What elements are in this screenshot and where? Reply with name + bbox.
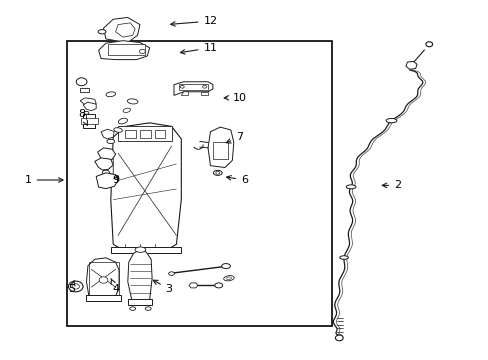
Text: 1: 1	[24, 175, 63, 185]
Polygon shape	[174, 82, 212, 95]
Ellipse shape	[76, 78, 87, 86]
Polygon shape	[99, 41, 149, 60]
Bar	[140, 130, 150, 138]
Ellipse shape	[346, 185, 355, 189]
Ellipse shape	[221, 264, 230, 269]
Ellipse shape	[129, 307, 135, 310]
Polygon shape	[189, 283, 198, 288]
Bar	[212, 143, 228, 158]
Ellipse shape	[72, 284, 79, 289]
Text: 6: 6	[226, 175, 247, 185]
Polygon shape	[95, 158, 113, 170]
Ellipse shape	[98, 30, 106, 34]
Bar	[127, 298, 152, 305]
Ellipse shape	[168, 272, 174, 275]
Text: 11: 11	[180, 43, 217, 54]
Ellipse shape	[226, 277, 231, 279]
Ellipse shape	[99, 277, 108, 283]
Ellipse shape	[135, 247, 145, 252]
Text: 5: 5	[68, 281, 75, 294]
Ellipse shape	[180, 85, 184, 88]
Bar	[80, 88, 89, 93]
Bar	[67, 41, 331, 327]
Text: 4: 4	[111, 279, 119, 294]
Polygon shape	[103, 157, 113, 175]
Ellipse shape	[339, 256, 348, 259]
Ellipse shape	[114, 128, 122, 132]
Text: 10: 10	[224, 93, 246, 103]
Text: 7: 7	[226, 132, 243, 143]
Text: 3: 3	[153, 280, 172, 294]
Polygon shape	[181, 92, 188, 95]
Ellipse shape	[215, 171, 219, 174]
Ellipse shape	[202, 85, 206, 88]
Polygon shape	[80, 98, 96, 107]
Ellipse shape	[386, 118, 396, 123]
Polygon shape	[103, 18, 140, 42]
Polygon shape	[101, 129, 114, 139]
Bar	[108, 44, 144, 55]
Ellipse shape	[145, 307, 151, 310]
Ellipse shape	[102, 170, 109, 176]
Bar	[86, 295, 121, 301]
Ellipse shape	[213, 170, 222, 175]
Bar	[81, 118, 98, 123]
Bar	[89, 262, 119, 296]
Bar	[111, 247, 181, 253]
Bar	[125, 130, 136, 138]
Ellipse shape	[214, 283, 222, 288]
Text: 9: 9	[112, 175, 119, 185]
Ellipse shape	[139, 49, 145, 54]
Polygon shape	[116, 23, 135, 37]
Polygon shape	[86, 258, 119, 300]
Polygon shape	[83, 102, 96, 111]
Polygon shape	[207, 127, 233, 167]
Bar	[118, 126, 171, 141]
Ellipse shape	[118, 118, 127, 124]
Polygon shape	[405, 62, 416, 69]
Text: 2: 2	[382, 180, 400, 190]
Ellipse shape	[335, 335, 343, 341]
Polygon shape	[201, 92, 207, 95]
Polygon shape	[98, 148, 116, 161]
Ellipse shape	[123, 108, 130, 112]
Ellipse shape	[84, 111, 89, 114]
Ellipse shape	[425, 42, 432, 47]
Polygon shape	[111, 123, 181, 251]
Bar	[179, 84, 207, 90]
Text: 12: 12	[170, 16, 217, 26]
Ellipse shape	[127, 99, 138, 104]
Ellipse shape	[106, 92, 115, 97]
Bar	[83, 114, 95, 128]
Text: 8: 8	[78, 109, 87, 125]
Polygon shape	[127, 249, 152, 303]
Bar	[154, 130, 165, 138]
Ellipse shape	[223, 276, 234, 281]
Ellipse shape	[107, 139, 115, 144]
Ellipse shape	[68, 281, 83, 292]
Polygon shape	[96, 173, 118, 189]
